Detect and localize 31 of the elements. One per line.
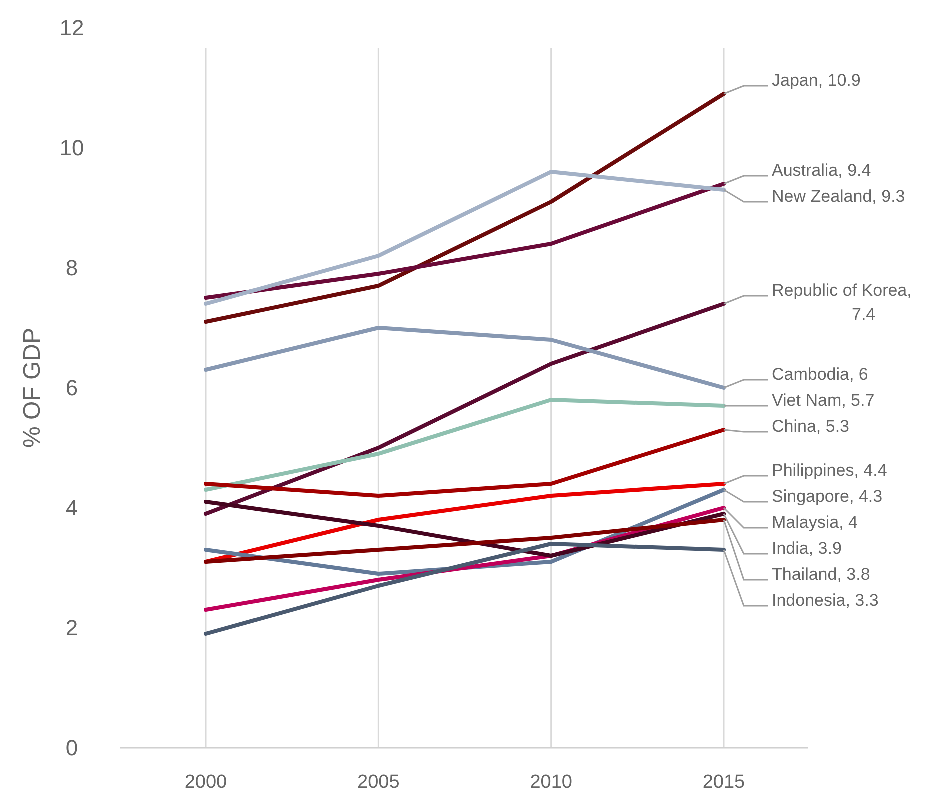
text: India, 3.9: [772, 539, 842, 558]
text: China, 5.3: [772, 417, 850, 436]
line-series: [204, 398, 726, 492]
line-series: [204, 92, 726, 324]
line-series: [204, 326, 726, 390]
y-tick-label: 10: [60, 136, 84, 161]
y-axis-title: % OF GDP: [19, 328, 46, 448]
text: New Zealand, 9.3: [772, 187, 906, 206]
text: Japan, 10.9: [772, 71, 861, 90]
text: Malaysia, 4: [772, 513, 858, 532]
text: Australia, 9.4: [772, 161, 872, 180]
text: Viet Nam, 5.7: [772, 391, 875, 410]
x-tick-label: 2005: [358, 772, 400, 793]
x-tick-label: 2015: [702, 772, 746, 793]
y-tick-label: 8: [66, 256, 78, 281]
text: Indonesia, 3.3: [772, 591, 879, 610]
y-tick-label: 12: [60, 16, 84, 41]
line-series: [204, 302, 726, 516]
y-tick-label: 6: [66, 376, 78, 401]
text: Singapore, 4.3: [772, 487, 883, 506]
text: Cambodia, 6: [772, 365, 868, 384]
y-tick-label: 0: [66, 736, 78, 761]
x-tick-label: 2000: [184, 772, 228, 793]
line-series: [204, 518, 726, 564]
text: Thailand, 3.8: [772, 565, 870, 584]
x-tick-label: 2010: [530, 772, 572, 793]
y-tick-label: 2: [66, 616, 78, 641]
y-tick-label: 4: [66, 496, 78, 521]
text: Philippines, 4.4: [772, 461, 888, 480]
text: Republic of Korea, 7.4: [772, 281, 912, 324]
line-series: [204, 542, 726, 636]
